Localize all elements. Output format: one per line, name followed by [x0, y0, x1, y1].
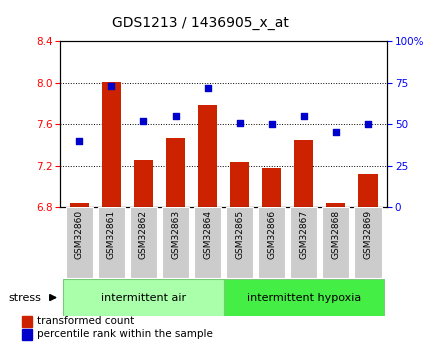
Bar — [262, 168, 281, 207]
Bar — [224, 279, 384, 316]
Text: stress: stress — [9, 294, 42, 303]
Bar — [102, 82, 121, 207]
Point — [204, 85, 211, 90]
Point — [268, 121, 275, 127]
Point — [332, 130, 340, 135]
Bar — [63, 279, 224, 316]
Text: GSM32864: GSM32864 — [203, 210, 212, 259]
Text: GSM32862: GSM32862 — [139, 210, 148, 259]
Text: intermittent air: intermittent air — [101, 293, 186, 303]
Point — [364, 121, 372, 127]
Text: transformed count: transformed count — [37, 316, 135, 326]
Text: GSM32869: GSM32869 — [364, 210, 372, 259]
Point — [140, 118, 147, 124]
Bar — [290, 207, 317, 278]
Text: GSM32865: GSM32865 — [235, 210, 244, 259]
Bar — [166, 138, 185, 207]
Bar — [194, 207, 221, 278]
Text: intermittent hypoxia: intermittent hypoxia — [247, 293, 361, 303]
Bar — [226, 207, 253, 278]
Bar — [66, 207, 93, 278]
Text: GSM32861: GSM32861 — [107, 210, 116, 259]
Bar — [162, 207, 189, 278]
Text: GSM32866: GSM32866 — [267, 210, 276, 259]
Bar — [22, 328, 32, 340]
Bar — [70, 203, 89, 207]
Point — [172, 113, 179, 119]
Text: GSM32868: GSM32868 — [332, 210, 340, 259]
Point — [236, 120, 243, 125]
Text: GSM32863: GSM32863 — [171, 210, 180, 259]
Bar — [198, 105, 217, 207]
Bar — [354, 207, 381, 278]
Point — [108, 83, 115, 89]
Point — [76, 138, 83, 144]
Bar — [230, 162, 249, 207]
Bar — [326, 203, 345, 207]
Text: percentile rank within the sample: percentile rank within the sample — [37, 329, 213, 339]
Bar — [358, 174, 377, 207]
Bar — [322, 207, 349, 278]
Bar — [130, 207, 157, 278]
Bar — [22, 316, 32, 327]
Bar — [98, 207, 125, 278]
Text: GSM32860: GSM32860 — [75, 210, 84, 259]
Bar — [258, 207, 285, 278]
Text: GDS1213 / 1436905_x_at: GDS1213 / 1436905_x_at — [112, 16, 289, 30]
Bar — [294, 140, 313, 207]
Text: GSM32867: GSM32867 — [299, 210, 308, 259]
Bar — [134, 160, 153, 207]
Point — [300, 113, 307, 119]
